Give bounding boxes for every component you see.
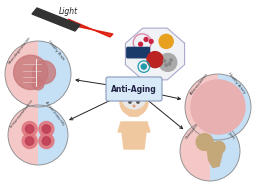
Circle shape xyxy=(196,86,239,129)
FancyBboxPatch shape xyxy=(106,77,162,101)
Polygon shape xyxy=(38,41,71,107)
Polygon shape xyxy=(5,41,38,107)
Polygon shape xyxy=(180,121,210,181)
Text: Atherosclerosis: Atherosclerosis xyxy=(190,71,210,95)
Circle shape xyxy=(25,125,34,133)
Circle shape xyxy=(14,55,48,90)
Circle shape xyxy=(42,137,51,145)
Circle shape xyxy=(213,141,225,153)
Polygon shape xyxy=(38,105,68,165)
Text: Healthy Artery: Healthy Artery xyxy=(226,72,246,95)
Circle shape xyxy=(32,61,55,84)
Circle shape xyxy=(170,59,172,61)
Wedge shape xyxy=(218,104,234,122)
Polygon shape xyxy=(210,121,240,181)
Circle shape xyxy=(144,38,148,41)
Polygon shape xyxy=(218,74,251,140)
Polygon shape xyxy=(125,28,185,80)
Circle shape xyxy=(191,80,245,134)
Circle shape xyxy=(32,78,44,90)
Circle shape xyxy=(159,53,177,71)
Circle shape xyxy=(137,101,139,103)
Polygon shape xyxy=(185,74,218,140)
Text: Osteoporosis: Osteoporosis xyxy=(185,119,202,140)
Circle shape xyxy=(149,40,153,43)
Circle shape xyxy=(159,34,173,48)
Circle shape xyxy=(39,133,54,149)
FancyBboxPatch shape xyxy=(127,47,150,58)
Circle shape xyxy=(42,125,51,133)
Text: Anti-Aging: Anti-Aging xyxy=(111,84,157,94)
Circle shape xyxy=(141,64,146,69)
Circle shape xyxy=(25,137,34,145)
Circle shape xyxy=(139,42,143,46)
Circle shape xyxy=(196,134,213,150)
Circle shape xyxy=(165,64,168,67)
Circle shape xyxy=(22,122,37,136)
Text: Healthy Joint: Healthy Joint xyxy=(218,119,235,140)
Text: Healthy Brain: Healthy Brain xyxy=(47,40,65,61)
Text: Light: Light xyxy=(58,6,77,15)
Polygon shape xyxy=(32,8,80,31)
Circle shape xyxy=(168,63,171,65)
Circle shape xyxy=(209,98,227,116)
Text: Neurodegeneration: Neurodegeneration xyxy=(8,36,32,65)
Polygon shape xyxy=(68,19,113,37)
Text: Immunosenescence: Immunosenescence xyxy=(9,98,34,129)
Circle shape xyxy=(122,85,146,109)
Circle shape xyxy=(120,88,148,116)
Circle shape xyxy=(39,122,54,136)
Wedge shape xyxy=(218,105,227,116)
Circle shape xyxy=(163,60,166,62)
Polygon shape xyxy=(118,122,150,132)
Polygon shape xyxy=(129,109,139,116)
Polygon shape xyxy=(8,105,38,165)
Text: Active Immunity: Active Immunity xyxy=(44,101,65,126)
Circle shape xyxy=(133,105,135,107)
Circle shape xyxy=(202,91,234,123)
Polygon shape xyxy=(207,142,222,167)
Circle shape xyxy=(129,101,131,103)
Polygon shape xyxy=(121,124,147,149)
Circle shape xyxy=(147,52,163,68)
Circle shape xyxy=(22,133,37,149)
